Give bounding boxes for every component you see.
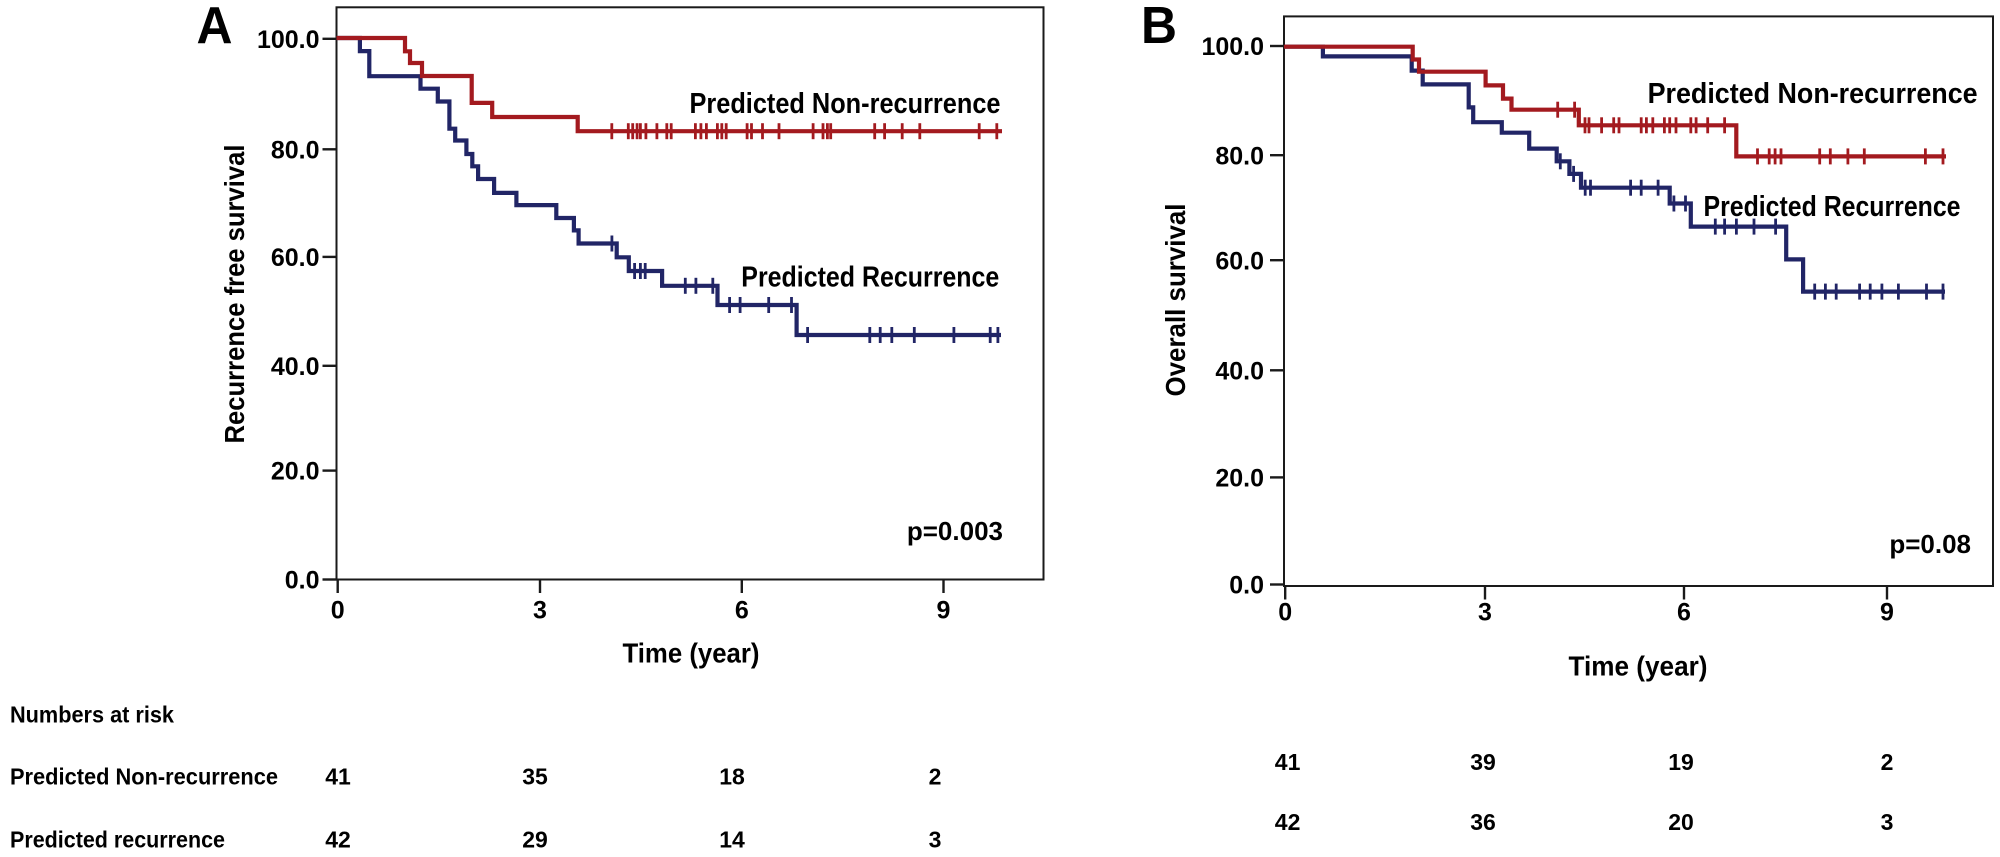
svg-text:0.0: 0.0 bbox=[1229, 572, 1264, 600]
svg-text:100.0: 100.0 bbox=[1201, 33, 1264, 61]
svg-text:41: 41 bbox=[325, 763, 351, 789]
svg-text:0: 0 bbox=[1278, 599, 1292, 627]
svg-text:Predicted Non-recurrence: Predicted Non-recurrence bbox=[10, 763, 278, 789]
svg-text:29: 29 bbox=[522, 826, 548, 852]
svg-text:36: 36 bbox=[1470, 809, 1496, 835]
svg-text:80.0: 80.0 bbox=[271, 136, 320, 164]
svg-text:0: 0 bbox=[331, 596, 345, 624]
svg-text:14: 14 bbox=[719, 826, 745, 852]
svg-text:39: 39 bbox=[1470, 749, 1496, 775]
svg-text:p=0.08: p=0.08 bbox=[1889, 529, 1971, 559]
svg-text:20: 20 bbox=[1668, 809, 1694, 835]
svg-text:Numbers at risk: Numbers at risk bbox=[10, 701, 174, 727]
svg-text:40.0: 40.0 bbox=[271, 353, 320, 381]
svg-text:6: 6 bbox=[1677, 599, 1691, 627]
svg-text:p=0.003: p=0.003 bbox=[907, 516, 1003, 546]
svg-text:100.0: 100.0 bbox=[257, 26, 320, 54]
svg-text:9: 9 bbox=[1880, 599, 1894, 627]
svg-text:42: 42 bbox=[1275, 809, 1301, 835]
svg-text:Predicted recurrence: Predicted recurrence bbox=[10, 826, 225, 852]
svg-text:B: B bbox=[1141, 0, 1177, 55]
svg-text:35: 35 bbox=[522, 763, 548, 789]
svg-text:Predicted Recurrence: Predicted Recurrence bbox=[1704, 191, 1961, 223]
svg-text:0.0: 0.0 bbox=[285, 567, 320, 595]
svg-text:Time (year): Time (year) bbox=[1569, 651, 1708, 682]
svg-text:60.0: 60.0 bbox=[271, 244, 320, 272]
svg-text:3: 3 bbox=[1881, 809, 1894, 835]
svg-text:9: 9 bbox=[937, 596, 951, 624]
svg-text:3: 3 bbox=[1478, 599, 1492, 627]
svg-text:20.0: 20.0 bbox=[271, 458, 320, 486]
svg-text:60.0: 60.0 bbox=[1215, 247, 1264, 275]
svg-text:42: 42 bbox=[325, 826, 351, 852]
svg-text:A: A bbox=[197, 0, 233, 55]
svg-text:Recurrence free survival: Recurrence free survival bbox=[219, 145, 250, 444]
svg-text:41: 41 bbox=[1275, 749, 1301, 775]
svg-text:19: 19 bbox=[1668, 749, 1694, 775]
svg-text:6: 6 bbox=[735, 596, 749, 624]
svg-text:3: 3 bbox=[533, 596, 547, 624]
svg-text:18: 18 bbox=[719, 763, 745, 789]
svg-text:Predicted Non-recurrence: Predicted Non-recurrence bbox=[690, 88, 1001, 120]
svg-text:20.0: 20.0 bbox=[1215, 465, 1264, 493]
svg-text:2: 2 bbox=[1881, 749, 1894, 775]
svg-text:3: 3 bbox=[929, 826, 942, 852]
svg-text:40.0: 40.0 bbox=[1215, 357, 1264, 385]
svg-text:80.0: 80.0 bbox=[1215, 142, 1264, 170]
svg-text:Predicted Recurrence: Predicted Recurrence bbox=[741, 262, 999, 294]
svg-text:Overall survival: Overall survival bbox=[1160, 204, 1191, 397]
svg-text:2: 2 bbox=[929, 763, 942, 789]
svg-text:Predicted Non-recurrence: Predicted Non-recurrence bbox=[1648, 78, 1978, 110]
svg-text:Time (year): Time (year) bbox=[623, 638, 760, 669]
